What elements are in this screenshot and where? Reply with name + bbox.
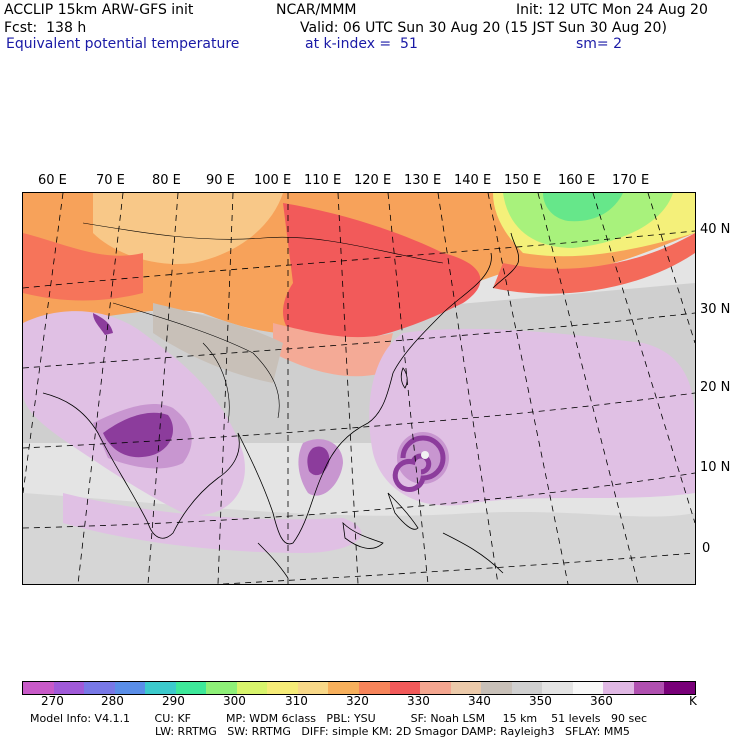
grid-meridian <box>647 193 695 344</box>
colorbar-swatch <box>114 682 146 694</box>
grid-meridian <box>487 193 569 584</box>
lon-label: 140 E <box>454 173 492 188</box>
model-info-line1: Model Info: V4.1.1 CU: KF MP: WDM 6class… <box>30 712 648 725</box>
lat-label: 0 <box>702 541 711 556</box>
lon-label: 70 E <box>96 173 125 188</box>
smoothing-label: sm= 2 <box>576 36 623 52</box>
grid-meridian <box>592 193 695 524</box>
dark-purple-north-india <box>93 313 113 335</box>
red-orange-patch <box>23 233 143 301</box>
init-time: Init: 12 UTC Mon 24 Aug 20 <box>516 2 708 18</box>
colorbar-swatch <box>297 682 329 694</box>
colorbar-tick: 290 <box>162 694 185 708</box>
lon-label: 100 E <box>254 173 292 188</box>
colorbar-tick: 270 <box>41 694 64 708</box>
colorbar-swatch <box>236 682 268 694</box>
grid-meridian <box>537 193 639 584</box>
colorbar-tick: 360 <box>590 694 613 708</box>
grid-parallel <box>222 552 695 584</box>
dark-purple-scs <box>307 446 330 476</box>
dark-purple-india <box>103 412 173 458</box>
colorbar-swatch <box>359 682 390 694</box>
colorbar-tick: 340 <box>468 694 491 708</box>
lat-label: 10 N <box>700 460 731 475</box>
typhoon-spiral <box>392 432 449 492</box>
light-orange-patch <box>93 193 283 264</box>
colorbar-swatch <box>511 682 543 694</box>
lon-label: 120 E <box>354 173 392 188</box>
coastlines <box>42 232 520 579</box>
lon-label: 130 E <box>404 173 442 188</box>
lon-label: 60 E <box>38 173 67 188</box>
colorbar-tick: 320 <box>346 694 369 708</box>
model-title: ACCLIP 15km ARW-GFS init <box>4 2 194 18</box>
lat-label: 20 N <box>700 380 731 395</box>
lon-label: 110 E <box>304 173 342 188</box>
lon-label: 160 E <box>558 173 596 188</box>
colorbar-tick: 330 <box>407 694 430 708</box>
colorbar-swatch <box>206 682 237 694</box>
colorbar-swatch <box>23 682 54 694</box>
red-belt-east <box>493 233 695 294</box>
colorbar-swatch <box>542 682 573 694</box>
lon-label: 80 E <box>152 173 181 188</box>
colorbar-swatch <box>175 682 207 694</box>
colorbar-tick: K <box>689 694 697 708</box>
colorbar-tick: 300 <box>223 694 246 708</box>
valid-time: Valid: 06 UTC Sun 30 Aug 20 (15 JST Sun … <box>300 20 667 36</box>
colorbar-tick: 350 <box>529 694 552 708</box>
colorbar-swatch <box>420 682 451 694</box>
theta-e-map <box>23 193 695 584</box>
lon-label: 170 E <box>612 173 650 188</box>
lat-label: 30 N <box>700 302 731 317</box>
level-label: at k-index = 51 <box>305 36 418 52</box>
lavender-pacific <box>369 328 695 506</box>
colorbar-swatch <box>664 682 696 694</box>
forecast-hour: Fcst: 138 h <box>4 20 87 36</box>
colorbar-swatch <box>603 682 634 694</box>
green-region <box>543 193 623 222</box>
lavender-equator <box>63 493 362 553</box>
colorbar-tick: 280 <box>101 694 124 708</box>
red-belt <box>283 203 481 343</box>
lat-label: 40 N <box>700 222 731 237</box>
colorbar-tick: 310 <box>285 694 308 708</box>
map-panel <box>22 192 696 585</box>
lat-lon-grid <box>23 193 695 584</box>
org-label: NCAR/MMM <box>276 2 357 18</box>
lon-label: 90 E <box>206 173 235 188</box>
model-info-line2: LW: RRTMG SW: RRTMG DIFF: simple KM: 2D … <box>155 725 630 738</box>
colorbar-swatch <box>53 682 85 694</box>
field-name: Equivalent potential temperature <box>6 36 240 52</box>
colorbar-swatch <box>572 682 604 694</box>
salmon-patch <box>273 323 393 377</box>
lon-label: 150 E <box>504 173 542 188</box>
colorbar-swatch <box>389 682 421 694</box>
colorbar-swatch <box>328 682 360 694</box>
colorbar-swatch <box>633 682 665 694</box>
colorbar <box>22 681 696 695</box>
colorbar-swatch <box>481 682 512 694</box>
country-borders <box>82 222 444 424</box>
colorbar-swatch <box>450 682 482 694</box>
colorbar-swatch <box>145 682 176 694</box>
light-green-region <box>503 193 673 248</box>
tan-patch <box>153 303 283 383</box>
colorbar-swatch <box>84 682 115 694</box>
colorbar-swatch <box>267 682 298 694</box>
